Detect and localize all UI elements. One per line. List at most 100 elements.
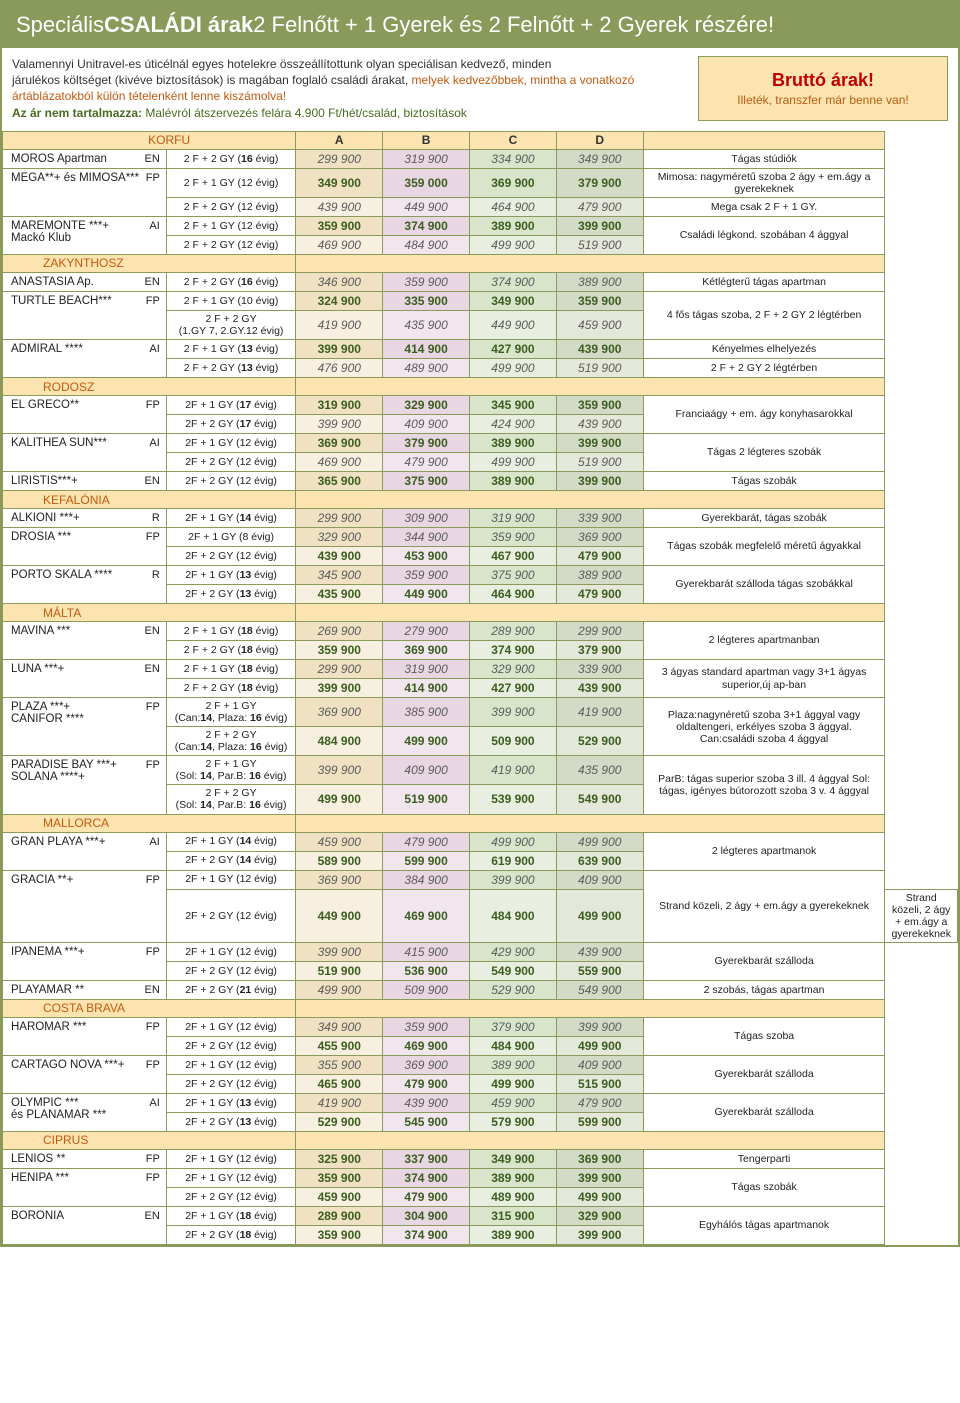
- price-A: 465 900: [296, 1074, 383, 1093]
- plan-cell: 2F + 1 GY (8 évig): [166, 528, 296, 547]
- price-D: 479 900: [556, 585, 643, 604]
- hotel-sub: Mackó Klub: [11, 232, 71, 244]
- price-A: 399 900: [296, 942, 383, 961]
- price-D: 499 900: [556, 1187, 643, 1206]
- hotel-name: TURTLE BEACH***: [11, 295, 112, 307]
- price-C: 334 900: [470, 149, 557, 168]
- hotel-name: BORONIA: [11, 1210, 64, 1222]
- price-A: 349 900: [296, 1017, 383, 1036]
- plan-cell: 2 F + 2 GY (16 évig): [166, 272, 296, 291]
- price-B: 519 900: [383, 785, 470, 814]
- price-C: 484 900: [470, 1036, 557, 1055]
- price-B: 379 900: [383, 434, 470, 453]
- table-row: GRAN PLAYA ***+AI2F + 1 GY (14 évig)459 …: [3, 832, 958, 851]
- price-D: 515 900: [556, 1074, 643, 1093]
- plan-cell: 2F + 1 GY (12 évig): [166, 434, 296, 453]
- price-C: 489 900: [470, 1187, 557, 1206]
- hotel-cell: HAROMAR ***FP: [3, 1017, 167, 1055]
- price-A: 359 900: [296, 216, 383, 235]
- price-A: 455 900: [296, 1036, 383, 1055]
- price-C: 375 900: [470, 566, 557, 585]
- table-row: PORTO SKALA ****R2F + 1 GY (13 évig)345 …: [3, 566, 958, 585]
- price-C: 499 900: [470, 1074, 557, 1093]
- hotel-sub: CANIFOR ****: [11, 713, 84, 725]
- page: Speciális CSALÁDI árak 2 Felnőtt + 1 Gye…: [0, 0, 960, 1247]
- hotel-name: HENIPA ***: [11, 1172, 69, 1184]
- intro-line3a: Az ár nem tartalmazza:: [12, 106, 142, 120]
- table-row: PLAYAMAR **EN2F + 2 GY (21 évig)499 9005…: [3, 980, 958, 999]
- meal-code: FP: [146, 1059, 160, 1071]
- price-D: 499 900: [556, 1036, 643, 1055]
- price-C: 579 900: [470, 1112, 557, 1131]
- price-A: 349 900: [296, 168, 383, 197]
- price-A: 519 900: [296, 961, 383, 980]
- note-cell: ParB: tágas superior szoba 3 ill. 4 ággy…: [643, 756, 885, 814]
- hotel-name: LENIOS **: [11, 1153, 65, 1165]
- price-D: 399 900: [556, 1225, 643, 1244]
- note-cell: 2 F + 2 GY 2 légtérben: [643, 359, 885, 378]
- price-B: 469 900: [383, 889, 470, 942]
- table-row: ADMIRAL ****AI2 F + 1 GY (13 évig)399 90…: [3, 340, 958, 359]
- hotel-cell: ALKIONI ***+R: [3, 509, 167, 528]
- hotel-cell: PLAYAMAR **EN: [3, 980, 167, 999]
- price-B: 384 900: [383, 870, 470, 889]
- hotel-cell: CARTAGO NOVA ***+FP: [3, 1055, 167, 1093]
- price-A: 359 900: [296, 641, 383, 660]
- hotel-name: GRACIA **+: [11, 874, 73, 886]
- hotel-sub: és PLANAMAR ***: [11, 1109, 106, 1121]
- dest-row: CIPRUS: [3, 1131, 958, 1149]
- price-C: 349 900: [470, 291, 557, 310]
- note-cell: Gyerekbarát szálloda: [643, 1093, 885, 1131]
- price-A: 369 900: [296, 434, 383, 453]
- table-row: GRACIA **+FP2F + 1 GY (12 évig)369 90038…: [3, 870, 958, 889]
- price-D: 499 900: [556, 889, 643, 942]
- hotel-name: PARADISE BAY ***+: [11, 759, 117, 771]
- table-row: DROSIA ***FP2F + 1 GY (8 évig)329 900344…: [3, 528, 958, 547]
- hotel-cell: ADMIRAL ****AI: [3, 340, 167, 378]
- price-D: 409 900: [556, 1055, 643, 1074]
- plan-cell: 2 F + 2 GY(Sol: 14, Par.B: 16 évig): [166, 785, 296, 814]
- plan-cell: 2 F + 1 GY (12 évig): [166, 168, 296, 197]
- meal-code: FP: [146, 1153, 160, 1165]
- hotel-name: GRAN PLAYA ***+: [11, 836, 106, 848]
- price-A: 419 900: [296, 1093, 383, 1112]
- price-C: 464 900: [470, 585, 557, 604]
- price-D: 599 900: [556, 1112, 643, 1131]
- plan-cell: 2F + 2 GY (18 évig): [166, 1225, 296, 1244]
- price-D: 389 900: [556, 566, 643, 585]
- price-A: 484 900: [296, 727, 383, 756]
- note-cell: 2 szobás, tágas apartman: [643, 980, 885, 999]
- price-B: 439 900: [383, 1093, 470, 1112]
- hotel-name: ALKIONI ***+: [11, 512, 80, 524]
- meal-code: FP: [146, 759, 160, 771]
- price-A: 355 900: [296, 1055, 383, 1074]
- hotel-name: LUNA ***+: [11, 663, 64, 675]
- table-row: HAROMAR ***FP2F + 1 GY (12 évig)349 9003…: [3, 1017, 958, 1036]
- price-D: 399 900: [556, 472, 643, 491]
- price-B: 509 900: [383, 980, 470, 999]
- price-A: 459 900: [296, 832, 383, 851]
- meal-code: EN: [145, 625, 160, 637]
- price-B: 369 900: [383, 641, 470, 660]
- price-B: 359 900: [383, 1017, 470, 1036]
- hotel-cell: MAVINA ***EN: [3, 622, 167, 660]
- note-cell: Plaza:nagynéretű szoba 3+1 ággyal vagy o…: [643, 698, 885, 756]
- plan-cell: 2 F + 2 GY (18 évig): [166, 679, 296, 698]
- price-A: 325 900: [296, 1149, 383, 1168]
- price-B: 359 000: [383, 168, 470, 197]
- price-C: 389 900: [470, 216, 557, 235]
- price-D: 379 900: [556, 641, 643, 660]
- hotel-cell: PORTO SKALA ****R: [3, 566, 167, 604]
- price-B: 545 900: [383, 1112, 470, 1131]
- price-D: 399 900: [556, 216, 643, 235]
- price-B: 375 900: [383, 472, 470, 491]
- price-C: 349 900: [470, 1149, 557, 1168]
- price-D: 519 900: [556, 359, 643, 378]
- price-A: 459 900: [296, 1187, 383, 1206]
- table-row: EL GRECO**FP2F + 1 GY (17 évig)319 90032…: [3, 396, 958, 415]
- price-D: 479 900: [556, 197, 643, 216]
- price-D: 549 900: [556, 785, 643, 814]
- hotel-name: MAREMONTE ***+: [11, 220, 109, 232]
- price-A: 289 900: [296, 1206, 383, 1225]
- note-cell: Tágas szobák: [643, 1168, 885, 1206]
